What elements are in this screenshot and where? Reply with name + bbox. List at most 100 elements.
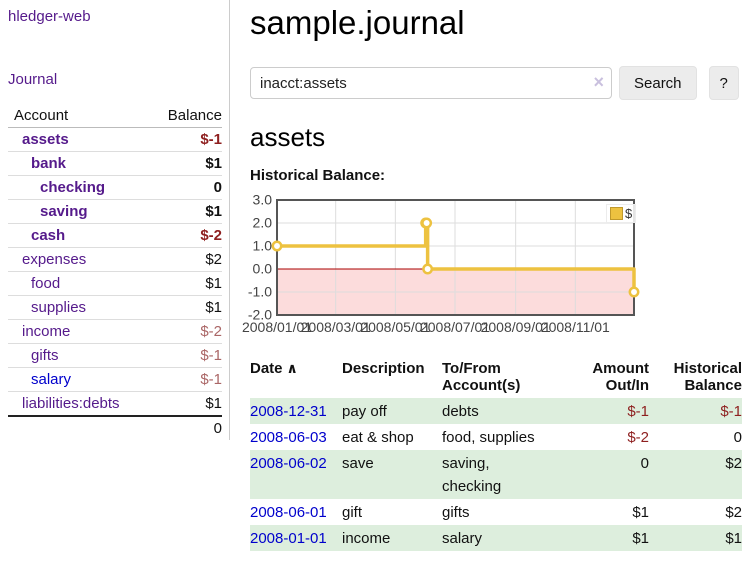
accounts-table: Account Balance assets $-1 bank $1 checking 0… (8, 104, 222, 440)
svg-text:2008/07/01: 2008/07/01 (420, 319, 490, 335)
tofrom-accounts: saving, (442, 455, 490, 472)
transaction-description: income (342, 525, 442, 551)
accounts-total-row: 0 (8, 415, 222, 440)
column-header-description: Description (342, 360, 425, 377)
chart-legend: $ (606, 204, 637, 223)
account-balance: $1 (152, 295, 222, 320)
transaction-balance: 0 (733, 429, 742, 446)
search-form: × Search ? (250, 66, 742, 100)
chart-label: Historical Balance: (250, 167, 386, 184)
app-title-link[interactable]: hledger-web (8, 8, 91, 25)
transaction-date-link[interactable]: 2008-06-01 (250, 504, 327, 521)
svg-text:2008/01/01: 2008/01/01 (242, 319, 312, 335)
svg-text:-1.0: -1.0 (248, 284, 272, 300)
tofrom-accounts: checking (442, 478, 502, 495)
transaction-amount: 0 (577, 450, 649, 499)
account-row: checking 0 (8, 175, 222, 200)
transaction-amount: $1 (577, 525, 649, 551)
transaction-date-link[interactable]: 2008-01-01 (250, 530, 327, 547)
transaction-date-link[interactable]: 2008-06-03 (250, 429, 327, 446)
svg-text:2008/05/01: 2008/05/01 (360, 319, 430, 335)
svg-text:2008/03/01: 2008/03/01 (301, 319, 371, 335)
transaction-description: eat & shop (342, 429, 414, 446)
sidebar-account-link-income[interactable]: income (22, 323, 71, 340)
sidebar-account-link-cash[interactable]: cash (31, 227, 66, 244)
sidebar-account-link-food[interactable]: food (31, 275, 61, 292)
account-row: supplies $1 (8, 295, 222, 320)
transaction-amount: $-1 (577, 398, 649, 424)
account-row: saving $1 (8, 199, 222, 224)
account-balance: $1 (152, 199, 222, 224)
clear-search-icon[interactable]: × (593, 72, 604, 92)
sidebar-account-link-expenses[interactable]: expenses (22, 251, 87, 268)
account-row: liabilities:debts $1 (8, 391, 222, 416)
transaction-balance: $-1 (649, 398, 742, 424)
sidebar-account-link-supplies[interactable]: supplies (31, 299, 87, 316)
account-balance: $-1 (152, 343, 222, 368)
accounts-total-balance: 0 (152, 415, 222, 440)
search-button[interactable]: Search (619, 66, 697, 100)
historical-balance-chart: 3.0 2.0 1.0 0.0 -1.0 -2.0 2008/01/01 2008/03/01… (242, 192, 742, 338)
sidebar-account-link-saving[interactable]: saving (40, 203, 88, 220)
sidebar-account-link-bank[interactable]: bank (31, 155, 67, 172)
transaction-row: 2008-01-01 income salary $1 $1 (250, 525, 742, 551)
transaction-description: gift (342, 504, 363, 521)
svg-text:2008/09/01: 2008/09/01 (481, 319, 551, 335)
account-balance: $1 (152, 151, 222, 176)
sidebar-account-link-salary[interactable]: salary (31, 371, 72, 388)
search-input[interactable] (250, 67, 612, 99)
svg-text:3.0: 3.0 (253, 192, 273, 208)
transactions-table: Date ∧ Description To/From Account(s) Amo… (250, 358, 742, 551)
column-header-amount: Amount Out/In (592, 360, 649, 394)
account-row: income $-2 (8, 319, 222, 344)
chart-canvas: 3.0 2.0 1.0 0.0 -1.0 -2.02008/01/012008/03/01… (242, 192, 640, 335)
page-title: sample.journal (250, 4, 465, 41)
account-row: salary $-1 (8, 367, 222, 392)
transaction-amount: $1 (632, 504, 649, 521)
svg-text:-2.0: -2.0 (248, 307, 272, 323)
help-button[interactable]: ? (708, 66, 739, 100)
column-header-date[interactable]: Date ∧ (250, 360, 298, 377)
transaction-row: 2008-06-03 eat & shop food, supplies $-2 0 (250, 424, 742, 450)
accounts-header-account: Account (14, 107, 69, 124)
transaction-row: 2008-12-31 pay off debts $-1 $-1 (250, 398, 742, 424)
sidebar-account-link-checking[interactable]: checking (40, 179, 106, 196)
account-row: assets $-1 (8, 127, 222, 152)
tofrom-accounts: debts (442, 403, 479, 420)
account-balance: 0 (152, 175, 222, 200)
account-balance: $1 (152, 271, 222, 296)
main-content: sample.journal × Search ? assets Histori… (242, 0, 742, 551)
svg-text:1.0: 1.0 (253, 238, 273, 254)
transaction-balance: $2 (725, 504, 742, 521)
account-row: cash $-2 (8, 223, 222, 248)
transaction-row: 2008-06-01 gift gifts $1 $2 (250, 499, 742, 525)
column-header-balance: Historical Balance (673, 360, 742, 394)
tofrom-accounts: food, supplies (442, 429, 535, 446)
transaction-description: pay off (342, 398, 442, 424)
account-balance: $1 (152, 391, 222, 416)
transactions-header-row: Date ∧ Description To/From Account(s) Amo… (250, 358, 742, 398)
column-header-tofrom: To/From Account(s) (442, 360, 521, 394)
svg-text:2008/11/01: 2008/11/01 (541, 319, 610, 335)
account-balance: $-2 (152, 223, 222, 248)
transaction-description: save (342, 450, 442, 499)
account-balance: $-1 (152, 367, 222, 392)
transaction-row: 2008-06-02 save saving, checking 0 $2 (250, 450, 742, 499)
account-balance: $-1 (152, 127, 222, 152)
accounts-header-balance: Balance (167, 107, 222, 124)
sidebar-account-link-gifts[interactable]: gifts (31, 347, 59, 364)
tofrom-accounts: gifts (442, 504, 470, 521)
account-row: expenses $2 (8, 247, 222, 272)
transaction-date-link[interactable]: 2008-06-02 (250, 455, 327, 472)
sidebar-account-link-assets[interactable]: assets (22, 131, 69, 148)
tofrom-accounts: salary (442, 530, 483, 547)
transaction-date-link[interactable]: 2008-12-31 (250, 403, 327, 420)
svg-text:2.0: 2.0 (253, 215, 273, 231)
sidebar-account-link-liabilities-debts[interactable]: liabilities:debts (22, 395, 120, 412)
account-row: gifts $-1 (8, 343, 222, 368)
svg-text:0.0: 0.0 (253, 261, 273, 277)
account-row: bank $1 (8, 151, 222, 176)
sidebar-item-journal[interactable]: Journal (8, 71, 58, 88)
legend-swatch-icon (610, 207, 623, 220)
account-balance: $-2 (152, 319, 222, 344)
